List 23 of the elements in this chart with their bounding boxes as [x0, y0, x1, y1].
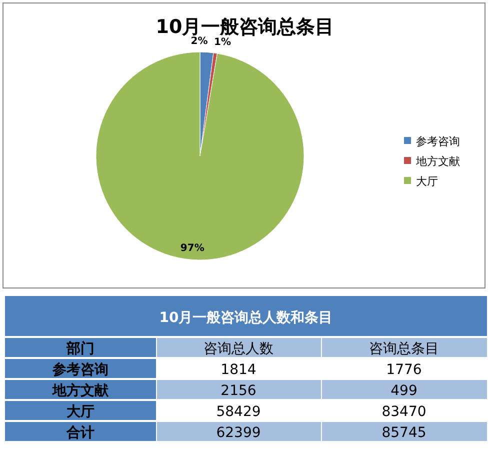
text: 部门 — [66, 340, 94, 357]
legend-label: 参考咨询 — [416, 135, 460, 148]
legend-label: 地方文献 — [415, 155, 460, 168]
data-label: 58429 — [216, 404, 261, 420]
series-label: 咨询总条目 — [369, 341, 439, 357]
category-label: 参考咨询 — [52, 361, 108, 378]
series-label: 咨询总人数 — [204, 341, 274, 357]
data-label: 83470 — [382, 404, 426, 420]
data-label: 62399 — [216, 425, 261, 441]
data-label: 1% — [214, 37, 232, 48]
legend-label: 大厅 — [416, 175, 438, 188]
category-label: 合计 — [66, 425, 94, 441]
data-label: 1814 — [220, 362, 256, 378]
chart-title: 10月一般咨询总条目 — [156, 16, 334, 38]
category-label: 地方文献 — [52, 382, 110, 399]
data-label: 97% — [180, 243, 204, 254]
data-label: 2% — [190, 36, 208, 48]
data-label: 499 — [390, 383, 418, 399]
text: 10月一般咨询总人数和条目 — [159, 310, 333, 326]
data-label: 85745 — [382, 425, 426, 441]
data-label: 2156 — [220, 383, 256, 399]
category-label: 大厅 — [66, 404, 94, 420]
data-label: 1776 — [386, 362, 422, 378]
